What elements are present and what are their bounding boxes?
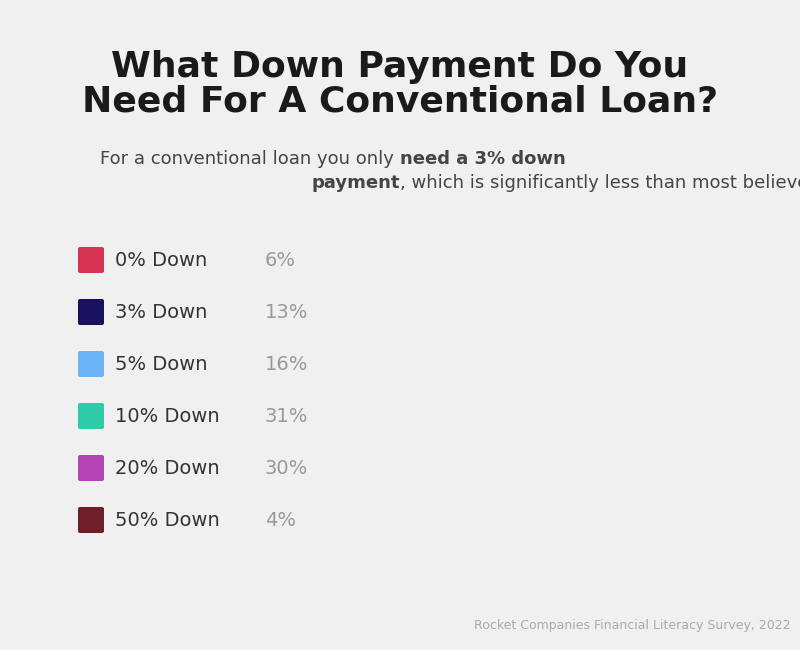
Text: 16%: 16% (265, 354, 308, 374)
Text: 4%: 4% (265, 510, 296, 530)
FancyBboxPatch shape (78, 299, 104, 325)
Text: 13%: 13% (265, 302, 308, 322)
FancyBboxPatch shape (78, 507, 104, 533)
FancyBboxPatch shape (78, 351, 104, 377)
Text: Rocket Companies Financial Literacy Survey, 2022: Rocket Companies Financial Literacy Surv… (474, 619, 790, 632)
Text: 10% Down: 10% Down (115, 406, 220, 426)
Text: For a conventional loan you only: For a conventional loan you only (100, 150, 400, 168)
Text: 30%: 30% (265, 458, 308, 478)
Text: 3% Down: 3% Down (115, 302, 207, 322)
Text: 50% Down: 50% Down (115, 510, 220, 530)
FancyBboxPatch shape (78, 403, 104, 429)
Text: need a 3% down: need a 3% down (400, 150, 566, 168)
Text: 20% Down: 20% Down (115, 458, 220, 478)
Text: , which is significantly less than most believe.: , which is significantly less than most … (400, 174, 800, 192)
Text: payment: payment (311, 174, 400, 192)
Text: 0% Down: 0% Down (115, 250, 207, 270)
Text: Need For A Conventional Loan?: Need For A Conventional Loan? (82, 85, 718, 119)
Text: 31%: 31% (265, 406, 308, 426)
Text: What Down Payment Do You: What Down Payment Do You (111, 50, 689, 84)
Text: 6%: 6% (265, 250, 296, 270)
FancyBboxPatch shape (78, 455, 104, 481)
Text: 5% Down: 5% Down (115, 354, 207, 374)
FancyBboxPatch shape (78, 247, 104, 273)
